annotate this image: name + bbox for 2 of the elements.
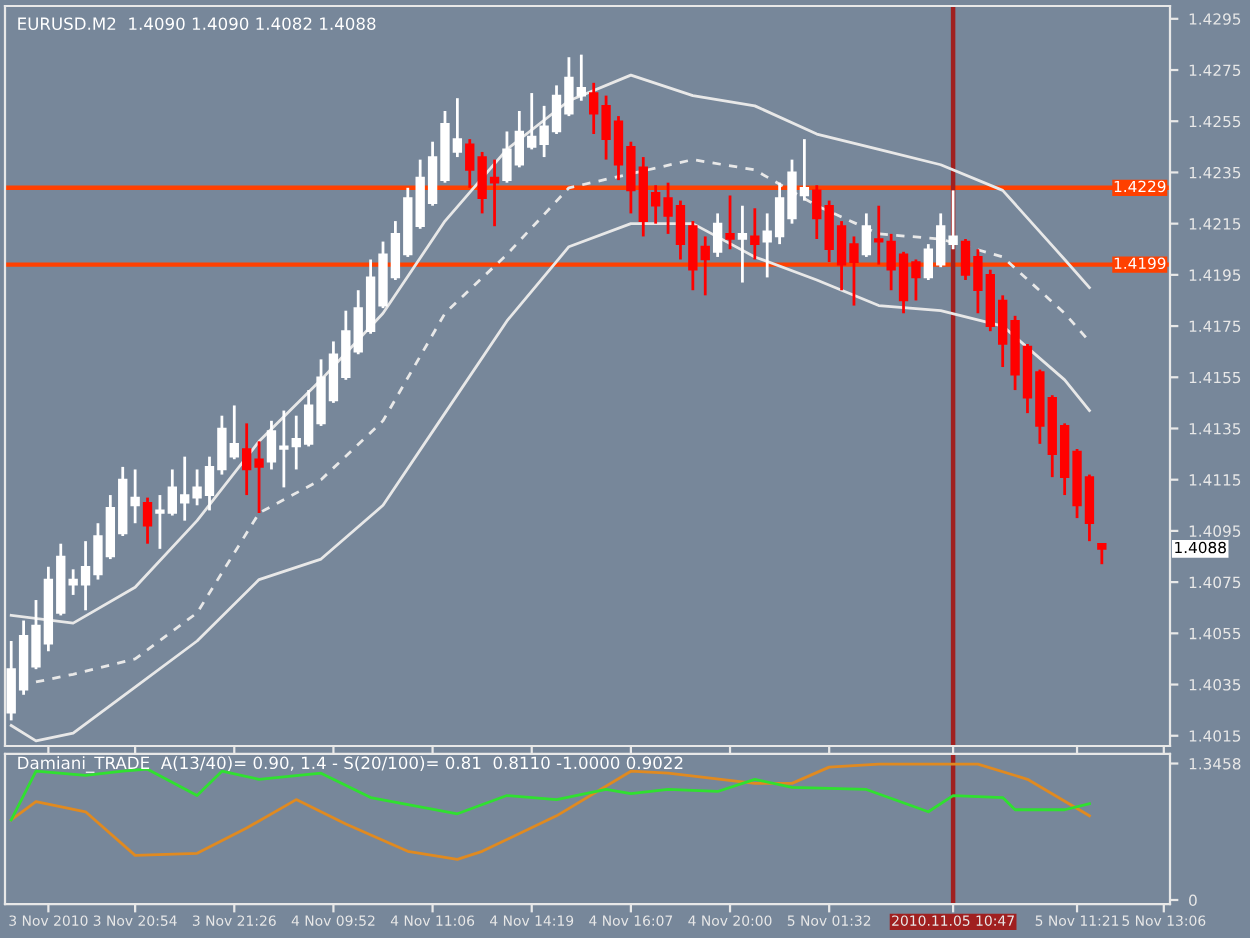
text: EURUSD.M2 1.4090 1.4090 1.4082 1.4088 bbox=[18, 17, 376, 30]
chart-title: Damiani_TRADE A(13/40)= 0.90, 1.4 - S(20/100)= 0.81 0.8110 -1.0000 0.9022 bbox=[18, 756, 683, 773]
